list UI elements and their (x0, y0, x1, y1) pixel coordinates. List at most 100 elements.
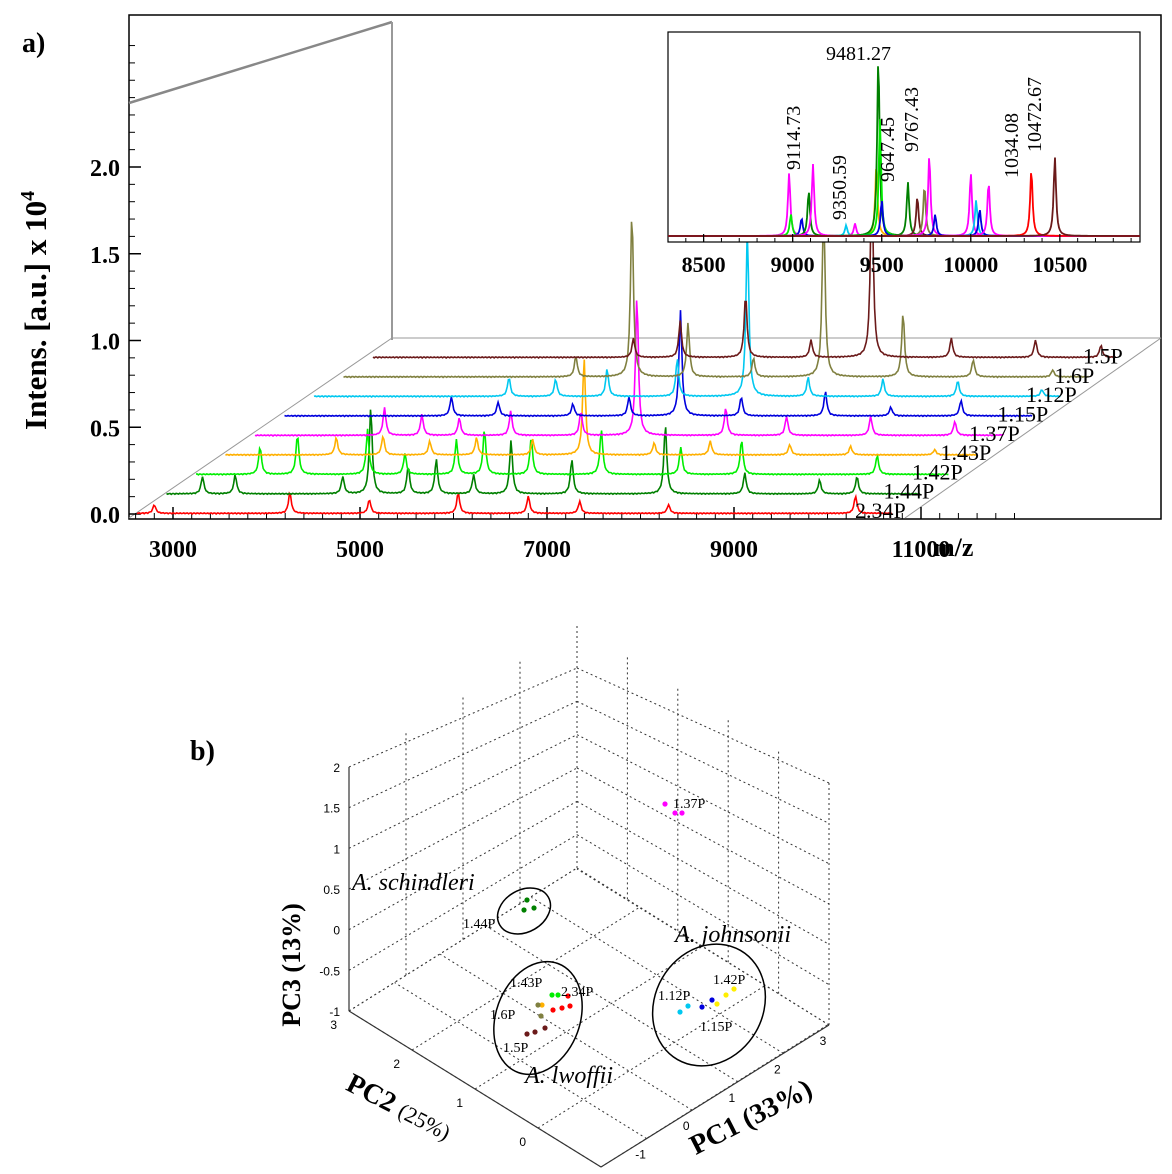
grid-line (348, 767, 578, 890)
spectrum-line (136, 491, 893, 516)
pca-grid (348, 624, 830, 1168)
grid-line (439, 953, 693, 1111)
spectrum-line (225, 359, 978, 457)
cluster-ellipse-johnsonii (651, 943, 767, 1067)
z-tick-label: 1 (333, 842, 340, 856)
pca-point (524, 897, 530, 903)
svg-text:Intens. [a.u.] x 104: Intens. [a.u.] x 104 (17, 191, 53, 430)
pca-point (524, 1031, 530, 1037)
inset-peak-annotation: 10472.67 (1024, 77, 1046, 152)
inset-peak-annotation: 9647.45 (877, 117, 899, 182)
point-label-2-34P: 2.34P (561, 985, 594, 1000)
x-tick-label: 3 (820, 1034, 827, 1048)
svg-text:PC1 (33%): PC1 (33%) (685, 1073, 818, 1161)
grid-line (348, 1010, 602, 1168)
inset-x-ticks: 8500 9000 9500 10000 10500 (682, 234, 1132, 277)
grid-line (485, 925, 739, 1083)
pc1-axis-pct: (33%) (737, 1073, 818, 1135)
inset-x-tick-label: 10500 (1032, 252, 1087, 277)
pca-point (539, 1002, 545, 1008)
z-tick-label: 0 (333, 924, 340, 938)
pca-points (521, 801, 737, 1037)
pca-point (709, 997, 715, 1003)
series-legend-label: 1.37P (969, 421, 1020, 446)
point-label-1-43P: 1.43P (510, 976, 543, 991)
x-tick-label: 9000 (710, 537, 758, 563)
x-tick-label: -1 (635, 1148, 646, 1162)
axis3d-right-floor (904, 337, 1162, 519)
series-legend-label: 1.44P (884, 479, 935, 504)
y-axis-title-sup: 4 (17, 191, 39, 201)
inset-chart: 9114.73 9350.59 9481.27 9647.45 9767.43 1034.… (667, 31, 1141, 277)
z-tick-label: 2 (333, 761, 340, 775)
inset-peak-annotation: 9114.73 (783, 106, 805, 170)
series-legend-label: 1.15P (998, 402, 1049, 427)
pca-point (672, 810, 678, 816)
spectrum-line (254, 300, 1005, 437)
inset-annotations: 9114.73 9350.59 9481.27 9647.45 9767.43 1034.… (783, 43, 1046, 220)
z-tick-label: -0.5 (319, 964, 340, 978)
pca-point (723, 992, 729, 998)
spectrum-line (166, 409, 921, 496)
y-tick-label: 0.0 (90, 503, 120, 529)
series-legend-label: 1.42P (912, 459, 963, 484)
series-legend-label: 2.34P (855, 498, 906, 523)
x-tick-label: 7000 (523, 537, 571, 563)
pca-point (555, 992, 561, 998)
grid-line (348, 734, 578, 849)
pca-point (538, 1013, 544, 1019)
spectra-series (136, 183, 1116, 516)
grid-line (394, 982, 647, 1140)
pca-point (685, 1003, 691, 1009)
pca-point (550, 1007, 556, 1013)
pca-point (731, 986, 737, 992)
x-tick-label: 0 (683, 1119, 690, 1133)
point-label-1-44P: 1.44P (463, 917, 496, 932)
pc2-axis-name: PC2 (341, 1068, 401, 1119)
pc2-axis-title: PC2 (25%) (341, 1068, 456, 1147)
pca-point (699, 1004, 705, 1010)
series-legend-label: 1.5P (1083, 344, 1123, 369)
y-tick-label: 0 (519, 1135, 526, 1149)
inset-peak-annotation: 9767.43 (901, 87, 923, 152)
spectra-legend: 2.34P1.44P1.42P1.43P1.37P1.15P1.12P1.6P1… (855, 344, 1123, 523)
x-tick-label: 3000 (149, 537, 197, 563)
grid-line (576, 767, 830, 905)
pca-point (677, 1009, 683, 1015)
axis3d-top-line (128, 20, 393, 105)
point-label-1-37P: 1.37P (673, 797, 706, 812)
z-tick-label: 0.5 (323, 883, 340, 897)
grid-line (531, 896, 784, 1054)
x-ticks: 3000 5000 7000 9000 11000 (135, 507, 1015, 563)
spectra-frame (128, 14, 1162, 520)
series-legend-label: 1.12P (1026, 382, 1077, 407)
series-legend-label: 1.43P (941, 440, 992, 465)
inset-peaks (668, 66, 1140, 237)
point-label-1-12P: 1.12P (658, 989, 691, 1004)
spectrum-line (195, 428, 949, 476)
spectrum-line (372, 183, 1116, 360)
inset-peak-annotation: 1034.08 (1001, 113, 1023, 178)
pca-point (549, 992, 555, 998)
y-tick-label: 2 (393, 1057, 400, 1071)
z-tick-label: 1.5 (323, 802, 340, 816)
point-label-1-6P: 1.6P (490, 1008, 516, 1023)
inset-peak (668, 157, 1140, 237)
svg-text:PC2 (25%): PC2 (25%) (341, 1068, 456, 1147)
pca-point (679, 810, 685, 816)
group-label-johnsonii: A. johnsonii (673, 922, 791, 948)
grid-line (348, 667, 578, 768)
panel-a: a) Intens. [a.u.] x 104 m/z 0.0 0.5 1.0 1.5… (17, 14, 1162, 563)
grid-line (576, 700, 830, 824)
inset-peak-annotation: 9350.59 (829, 155, 851, 220)
grid-line (576, 834, 830, 986)
x-axis-title: m/z (933, 533, 973, 562)
point-label-1-5P: 1.5P (503, 1041, 529, 1056)
cluster-ellipse-lwoffii (493, 960, 583, 1076)
grid-line (576, 667, 830, 784)
y-tick-label: 1.5 (90, 243, 120, 269)
pc2-axis-pct: (25%) (394, 1098, 454, 1145)
